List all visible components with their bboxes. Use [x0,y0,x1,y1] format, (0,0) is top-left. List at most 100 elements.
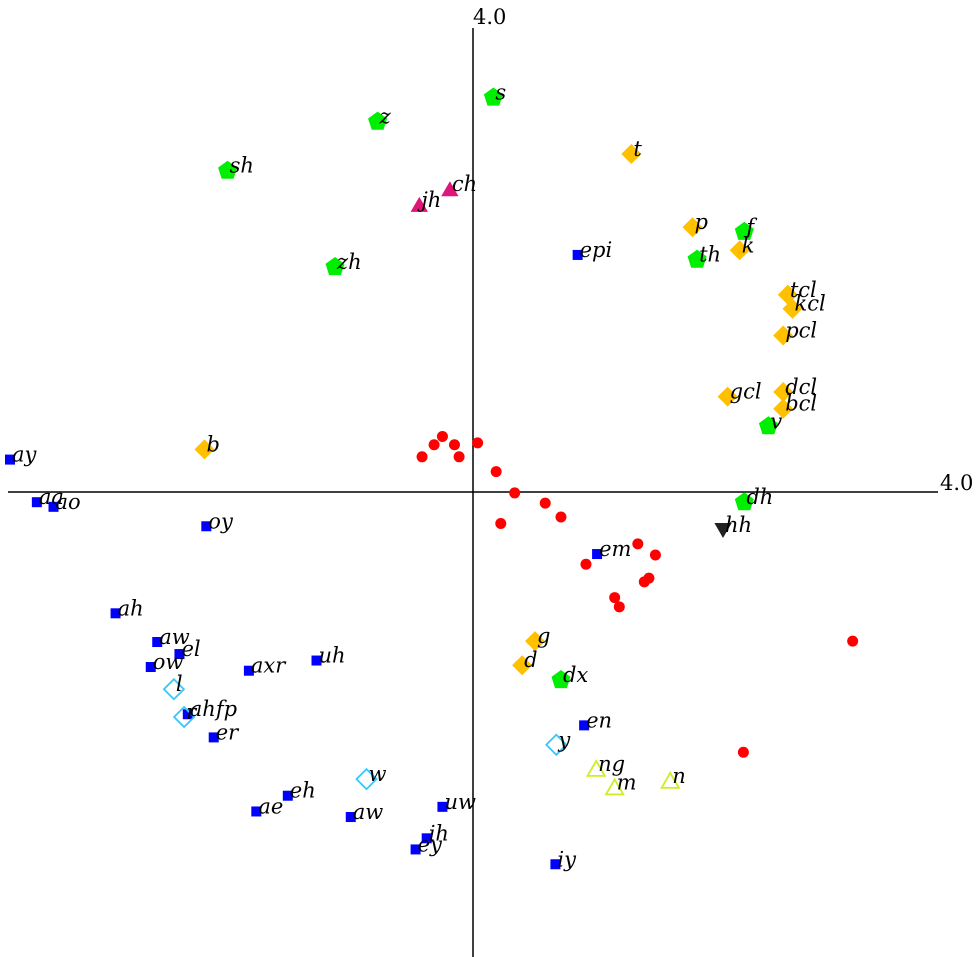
point-label-dh: dh [746,485,773,509]
point-label-oy: oy [208,509,234,533]
point-label-hh: hh [725,513,752,537]
point-el-marker [174,649,185,660]
point-label-ah: ah [118,596,144,620]
point-iy-marker [550,859,561,870]
point-n-marker [660,771,681,789]
point-aw-marker [152,637,163,648]
point-er-marker [208,732,219,743]
point-label-jh: jh [417,188,441,212]
point-label-sh: sh [230,154,254,178]
point-label-m: m [617,770,637,794]
point-kcl-marker [782,298,803,319]
point-unlabeled-marker [509,487,521,499]
point-oy-marker [201,521,212,532]
point-ae-marker [251,806,262,817]
point-y-marker [545,733,568,757]
point-label-n: n [672,764,686,788]
point-label-iy: iy [557,847,577,871]
point-label-v: v [770,409,782,433]
point-unlabeled-marker [638,576,650,588]
point-unlabeled-marker [649,549,661,561]
point-hh-marker [714,523,732,538]
point-unlabeled-marker [428,439,440,451]
point-label-zh: zh [336,250,362,274]
point-label-tcl: tcl [790,278,817,302]
point-unlabeled-marker [453,451,465,463]
point-unlabeled-marker [472,437,484,449]
point-unlabeled-marker [539,497,551,509]
point-ahfp-marker [182,709,193,720]
point-ow-marker [145,662,156,673]
point-uh-marker [311,655,322,666]
point-label-b: b [206,432,219,456]
point-label-ao: ao [56,490,81,514]
point-dx-marker [551,670,571,689]
point-unlabeled-marker [495,517,507,529]
point-dh-marker [734,492,754,511]
point-unlabeled-marker [490,466,502,478]
point-label-epi: epi [580,238,613,262]
point-unlabeled-marker [613,601,625,613]
point-label-p: p [694,210,707,234]
point-zh-marker [325,257,345,276]
point-m-marker [604,777,625,796]
point-label-z: z [379,105,392,129]
point-unlabeled-marker [555,511,567,523]
point-pcl-marker [773,325,794,346]
point-ih-marker [421,833,432,844]
point-label-dx: dx [563,663,588,687]
point-dcl-marker [773,382,794,402]
point-label-y: y [557,728,571,752]
point-gcl-marker [717,386,738,407]
point-label-aw: aw [353,800,384,824]
point-label-w: w [369,762,387,786]
marks-layer [5,87,859,870]
point-unlabeled-marker [632,538,644,550]
point-label-ey: ey [418,832,443,856]
point-ay-marker [5,454,15,465]
point-label-axr: axr [251,654,287,678]
point-label-ih: ih [429,821,449,845]
point-bcl-marker [773,398,794,419]
point-label-er: er [216,720,240,744]
point-label-dcl: dcl [785,375,817,399]
point-ah-marker [110,608,121,619]
point-aa-marker [31,497,42,508]
point-label-aa: aa [39,485,64,509]
point-label-r: r [186,700,198,724]
y-axis-end-label: 4.0 [473,5,506,29]
point-label-eh: eh [290,779,316,803]
point-f-marker [734,221,754,240]
point-label-g: g [537,624,550,648]
point-t-marker [621,144,642,164]
point-v-marker [758,416,778,435]
point-label-el: el [181,637,200,661]
point-label-ay: ay [12,443,38,467]
point-unlabeled-marker [448,439,460,451]
point-sh-marker [218,160,238,179]
point-label-s: s [495,81,506,105]
point-label-th: th [699,243,721,267]
point-label-ahfp: ahfp [190,697,237,721]
point-aw-marker [345,812,356,823]
point-d-marker [512,655,533,676]
point-z-marker [368,111,388,130]
point-w-marker [355,767,378,791]
point-label-uw: uw [444,790,476,814]
point-label-k: k [742,233,755,257]
point-uw-marker [437,801,448,812]
point-label-kcl: kcl [794,292,825,316]
point-jh-marker [410,196,428,212]
point-unlabeled-marker [609,592,621,604]
point-epi-marker [572,249,583,260]
point-unlabeled-marker [847,635,859,647]
point-ng-marker [585,759,607,777]
point-label-ch: ch [452,172,477,196]
point-ch-marker [441,181,459,197]
point-label-ng: ng [598,752,625,776]
x-axis-end-label: 4.0 [940,471,973,495]
point-unlabeled-marker [580,558,592,570]
point-unlabeled-marker [436,430,448,442]
